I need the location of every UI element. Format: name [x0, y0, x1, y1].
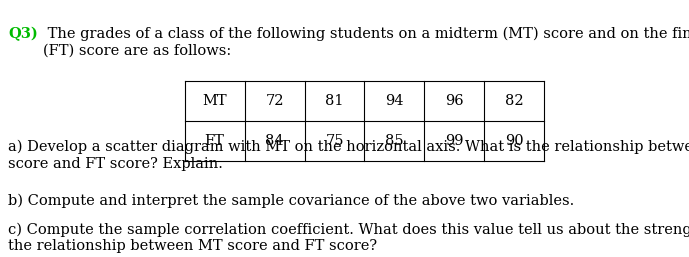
Text: FT: FT [205, 134, 225, 148]
Text: 82: 82 [505, 94, 524, 108]
Text: The grades of a class of the following students on a midterm (MT) score and on t: The grades of a class of the following s… [43, 27, 689, 58]
Text: MT: MT [203, 94, 227, 108]
Text: a) Develop a scatter diagram with MT on the horizontal axis. What is the relatio: a) Develop a scatter diagram with MT on … [8, 140, 689, 171]
Text: 75: 75 [325, 134, 344, 148]
Text: 99: 99 [445, 134, 464, 148]
Text: Q3): Q3) [8, 27, 38, 41]
Text: 81: 81 [325, 94, 344, 108]
Text: 84: 84 [265, 134, 284, 148]
Text: c) Compute the sample correlation coefficient. What does this value tell us abou: c) Compute the sample correlation coeffi… [8, 222, 689, 253]
Text: 72: 72 [265, 94, 284, 108]
Text: 90: 90 [505, 134, 524, 148]
Text: 96: 96 [445, 94, 464, 108]
Text: 85: 85 [385, 134, 404, 148]
Text: 94: 94 [385, 94, 404, 108]
Text: b) Compute and interpret the sample covariance of the above two variables.: b) Compute and interpret the sample cova… [8, 194, 575, 208]
